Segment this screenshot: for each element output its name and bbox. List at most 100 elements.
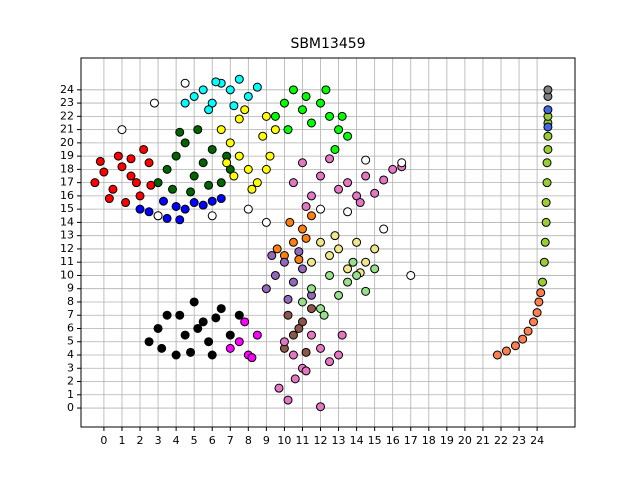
- point: [117, 162, 127, 172]
- point: [229, 101, 239, 111]
- point: [104, 194, 114, 204]
- y-tick-label: 1: [67, 388, 74, 401]
- point: [121, 198, 131, 208]
- x-tick-label: 1: [118, 434, 125, 447]
- point: [294, 247, 304, 257]
- y-tick-label: 11: [60, 255, 74, 268]
- point: [370, 244, 380, 254]
- point: [234, 74, 244, 84]
- y-tick-label: 8: [67, 295, 74, 308]
- point: [536, 288, 546, 298]
- point: [334, 184, 344, 194]
- point: [189, 91, 199, 101]
- point: [258, 131, 268, 141]
- point: [198, 158, 208, 168]
- point: [370, 188, 380, 198]
- point: [193, 125, 203, 135]
- point: [216, 194, 226, 204]
- x-tick-label: 4: [173, 434, 180, 447]
- point: [297, 224, 307, 234]
- point: [538, 277, 548, 287]
- y-tick-label: 20: [60, 136, 74, 149]
- point: [532, 308, 542, 318]
- point: [225, 330, 235, 340]
- point: [325, 154, 335, 164]
- chart-title: SBM13459: [290, 36, 365, 52]
- point: [542, 158, 552, 168]
- point: [247, 184, 257, 194]
- point: [306, 191, 316, 201]
- point: [144, 337, 154, 347]
- point: [330, 231, 340, 241]
- x-tick-label: 14: [350, 434, 364, 447]
- y-tick-label: 3: [67, 361, 74, 374]
- point: [207, 144, 217, 154]
- point: [144, 207, 154, 217]
- point: [108, 184, 118, 194]
- point: [539, 257, 549, 267]
- point: [193, 323, 203, 333]
- point: [283, 125, 293, 135]
- point: [379, 175, 389, 185]
- point: [306, 257, 316, 267]
- point: [361, 257, 371, 267]
- y-tick-label: 18: [60, 162, 74, 175]
- point: [543, 144, 553, 154]
- point: [301, 347, 311, 357]
- point: [171, 151, 181, 161]
- y-tick-label: 14: [60, 215, 74, 228]
- point: [330, 144, 340, 154]
- point: [211, 77, 221, 87]
- point: [240, 105, 250, 115]
- x-tick-label: 19: [440, 434, 454, 447]
- point: [180, 330, 190, 340]
- point: [316, 343, 326, 353]
- y-tick-label: 6: [67, 321, 74, 334]
- point: [171, 350, 181, 360]
- point: [234, 337, 244, 347]
- y-tick-label: 9: [67, 282, 74, 295]
- point: [325, 111, 335, 121]
- point: [355, 198, 365, 208]
- point: [543, 122, 553, 132]
- point: [319, 310, 329, 320]
- point: [297, 297, 307, 307]
- point: [95, 156, 105, 166]
- point: [234, 114, 244, 124]
- point: [216, 178, 226, 188]
- point: [406, 270, 416, 280]
- point: [261, 284, 271, 294]
- x-tick-label: 8: [245, 434, 252, 447]
- point: [325, 357, 335, 367]
- point: [252, 82, 262, 92]
- point: [542, 178, 552, 188]
- point: [261, 217, 271, 227]
- point: [211, 313, 221, 323]
- point: [279, 337, 289, 347]
- point: [540, 237, 550, 247]
- point: [198, 200, 208, 210]
- y-tick-label: 0: [67, 401, 74, 414]
- x-tick-label: 23: [512, 434, 526, 447]
- x-tick-label: 11: [295, 434, 309, 447]
- x-tick-label: 18: [422, 434, 436, 447]
- y-tick-label: 21: [60, 123, 74, 136]
- point: [334, 125, 344, 135]
- point: [198, 317, 208, 327]
- point: [135, 204, 145, 214]
- point: [243, 204, 253, 214]
- point: [283, 395, 293, 405]
- point: [288, 330, 298, 340]
- x-tick-label: 2: [137, 434, 144, 447]
- point: [168, 184, 178, 194]
- point: [297, 264, 307, 274]
- x-tick-label: 16: [386, 434, 400, 447]
- point: [175, 215, 185, 225]
- point: [198, 85, 208, 95]
- point: [297, 105, 307, 115]
- y-tick-label: 2: [67, 375, 74, 388]
- point: [510, 341, 520, 351]
- point: [388, 164, 398, 174]
- x-tick-label: 20: [458, 434, 472, 447]
- point: [157, 343, 167, 353]
